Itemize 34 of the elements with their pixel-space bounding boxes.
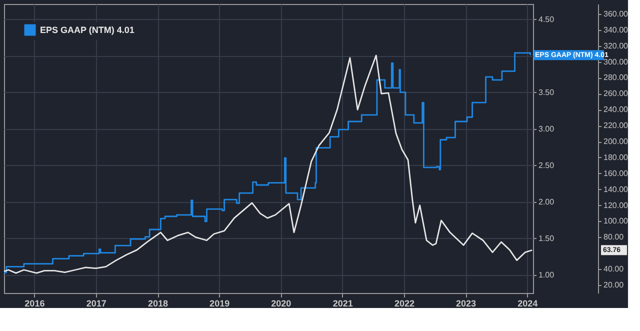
y2-tick-label: 80.00: [604, 232, 624, 242]
x-tick-label: 2023: [456, 298, 476, 308]
x-tick-label: 2019: [210, 298, 230, 308]
y2-tick-label: 240.00: [604, 105, 629, 114]
y2-tick-label: 300.00: [604, 57, 629, 66]
y2-tick-label: 320.00: [604, 41, 629, 50]
y-tick-label: 3.00: [538, 124, 555, 134]
y2-tick-label: 100.00: [604, 216, 629, 226]
y2-tick-label: 120.00: [604, 200, 629, 210]
y2-tick-label: 360.00: [604, 9, 629, 18]
y2-tick-label: 20.00: [604, 280, 624, 290]
y2-tick-label: 180.00: [604, 152, 629, 162]
x-tick-label: 2017: [86, 298, 106, 308]
y2-tick-label: 340.00: [604, 25, 629, 34]
y2-tick-label: 220.00: [604, 121, 629, 130]
legend-label: EPS GAAP (NTM) 4.01: [40, 25, 134, 35]
x-tick-label: 2018: [148, 298, 168, 308]
x-tick-label: 2016: [24, 298, 45, 308]
y-tick-label: 3.50: [538, 88, 555, 97]
x-tick-label: 2022: [394, 298, 414, 308]
y-tick-label: 4.50: [538, 14, 555, 24]
y2-tick-label: 280.00: [604, 73, 629, 82]
y-tick-label: 2.00: [538, 197, 555, 206]
y2-tick-label: 260.00: [604, 89, 629, 98]
y2-tick-label: 140.00: [604, 184, 629, 194]
y2-tick-label: 200.00: [604, 137, 629, 146]
x-tick-label: 2021: [332, 298, 353, 308]
y2-tick-label: 40.00: [604, 264, 624, 274]
y2-tick-label: 160.00: [604, 168, 629, 178]
y-tick-label: 1.00: [538, 270, 555, 280]
x-tick-label: 2024: [518, 298, 538, 308]
y-tick-label: 2.50: [538, 160, 555, 170]
x-tick-label: 2020: [271, 298, 292, 308]
y-tick-label: 1.50: [538, 234, 555, 243]
